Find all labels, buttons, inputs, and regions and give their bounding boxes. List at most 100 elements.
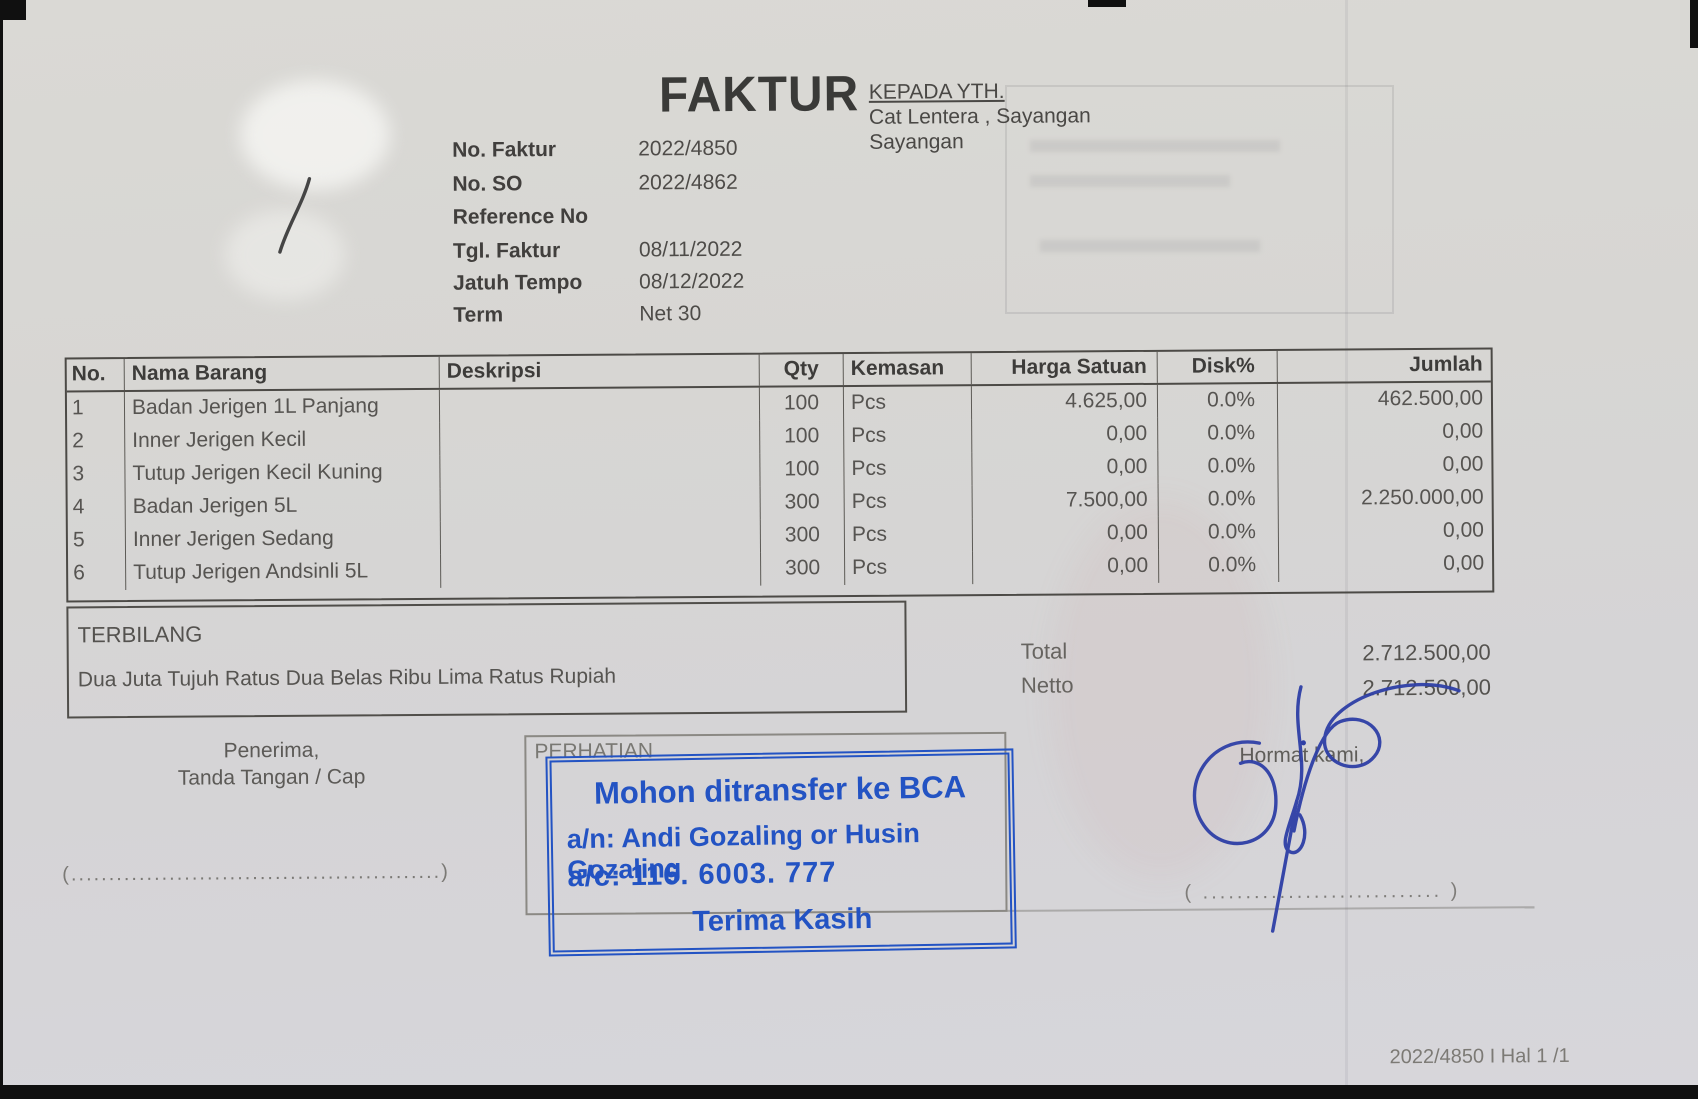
cell-deskripsi (440, 486, 761, 522)
col-harga-satuan: Harga Satuan (971, 351, 1158, 385)
cell-nama-barang: Badan Jerigen 1L Panjang (124, 389, 441, 426)
cell-kemasan: Pcs (844, 419, 973, 454)
receiver-sign-block: Penerima, Tanda Tangan / Cap (116, 736, 426, 792)
cell-deskripsi (440, 519, 762, 555)
recipient-line2: Sayangan (869, 130, 964, 154)
cell-no: 2 (67, 425, 126, 459)
meta-row-jatuh-tempo: Jatuh Tempo 08/12/2022 (453, 270, 744, 296)
scan-edge-bottom (0, 1085, 1698, 1099)
cell-jumlah: 0,00 (1442, 419, 1484, 443)
col-qty: Qty (759, 354, 844, 386)
items-table: No. Nama Barang Deskripsi Qty Kemasan Ha… (64, 347, 1495, 603)
field-label: Reference No (452, 204, 589, 229)
bleedthrough-text-smudge (1040, 240, 1260, 252)
field-label: No. Faktur (452, 138, 557, 162)
cell-qty: 100 (759, 387, 845, 421)
recipient-heading: KEPADA YTH. (868, 79, 1005, 104)
cell-disk: 0.0% (1158, 450, 1279, 484)
cell-deskripsi (440, 453, 761, 489)
cell-kemasan: Pcs (844, 485, 973, 520)
cell-no: 1 (66, 392, 126, 426)
cell-qty: 300 (760, 486, 845, 520)
cell-deskripsi (441, 552, 762, 588)
col-kemasan: Kemasan (843, 353, 972, 386)
meta-row-term: Term Net 30 (453, 302, 701, 328)
receiver-sign-placeholder: (.......................................… (62, 860, 450, 886)
cell-no: 3 (67, 458, 126, 492)
cell-harga-satuan: 4.625,00 (971, 384, 1159, 420)
cell-disk: 0.0% (1158, 417, 1279, 451)
meta-row-no-so: No. SO 2022/4862 (452, 171, 737, 197)
bank-transfer-stamp: Mohon ditransfer ke BCA a/n: Andi Gozali… (545, 748, 1017, 957)
cell-kemasan: Pcs (844, 452, 973, 487)
cell-disk: 0.0% (1159, 548, 1280, 583)
scan-edge-top-mark (1088, 0, 1126, 7)
cell-harga-satuan: 7.500,00 (972, 483, 1159, 519)
cell-kemasan: Pcs (845, 551, 974, 586)
terbilang-text: Dua Juta Tujuh Ratus Dua Belas Ribu Lima… (77, 664, 617, 692)
bleedthrough-form-outline (1005, 85, 1394, 314)
cell-harga-satuan: 0,00 (972, 516, 1160, 552)
field-label: No. SO (452, 172, 523, 196)
document-title: FAKTUR (658, 64, 860, 123)
cell-jumlah: 2.250.000,00 (1360, 485, 1484, 510)
cell-no: 4 (67, 491, 126, 525)
col-deskripsi: Deskripsi (439, 354, 760, 388)
cell-no: 6 (68, 557, 127, 591)
footer-page-info: 2022/4850 I Hal 1 /1 (1389, 1044, 1570, 1069)
meta-row-reference-no: Reference No (453, 204, 639, 229)
field-value: 08/11/2022 (638, 237, 743, 262)
bleedthrough-text-smudge (1030, 175, 1230, 187)
meta-row-no-faktur: No. Faktur 2022/4850 (452, 137, 737, 163)
cell-harga-satuan: 0,00 (972, 450, 1159, 486)
field-label: Term (453, 303, 504, 327)
scan-edge-top-right (1690, 0, 1698, 48)
cell-deskripsi (440, 420, 761, 456)
cell-qty: 100 (760, 453, 845, 487)
col-no: No. (66, 359, 125, 391)
scan-color-tint (1050, 500, 1270, 880)
cell-qty: 100 (760, 420, 845, 454)
terbilang-box: TERBILANG Dua Juta Tujuh Ratus Dua Belas… (66, 600, 908, 719)
cell-jumlah: 462.500,00 (1377, 386, 1484, 411)
cell-harga-satuan: 0,00 (973, 549, 1160, 585)
cell-kemasan: Pcs (844, 518, 974, 553)
paper-fold-line (1345, 0, 1348, 1099)
cell-disk: 0.0% (1158, 482, 1279, 517)
field-value: Net 30 (639, 302, 702, 326)
cell-nama-barang: Tutup Jerigen Andsinli 5L (126, 554, 442, 591)
cell-nama-barang: Tutup Jerigen Kecil Kuning (125, 455, 441, 492)
cell-harga-satuan: 0,00 (972, 417, 1159, 453)
cell-qty: 300 (760, 519, 846, 553)
recipient-block: KEPADA YTH. Cat Lentera , Sayangan Sayan… (869, 78, 1091, 155)
paper-crease-smudge (240, 80, 390, 190)
cell-jumlah: 0,00 (1443, 551, 1485, 575)
field-label: Tgl. Faktur (452, 239, 561, 263)
cell-jumlah: 0,00 (1442, 452, 1484, 476)
col-nama-barang: Nama Barang (124, 356, 440, 391)
staple-mark (278, 177, 312, 254)
recipient-line1: Cat Lentera , Sayangan (868, 104, 1091, 129)
col-jumlah: Jumlah (1409, 352, 1483, 377)
cell-nama-barang: Badan Jerigen 5L (125, 488, 441, 525)
signature-ink-dot (1300, 740, 1306, 746)
field-value: 08/12/2022 (639, 269, 745, 294)
cell-disk: 0.0% (1158, 515, 1280, 550)
field-value: 2022/4850 (638, 136, 738, 161)
field-label: Jatuh Tempo (453, 270, 583, 295)
col-disk: Disk% (1157, 351, 1278, 383)
meta-row-tgl-faktur: Tgl. Faktur 08/11/2022 (453, 238, 743, 264)
cell-nama-barang: Inner Jerigen Sedang (125, 521, 442, 558)
cell-kemasan: Pcs (843, 386, 973, 421)
cell-no: 5 (67, 524, 127, 558)
scan-edge-top-left (0, 0, 26, 20)
field-value: 2022/4862 (638, 170, 738, 195)
paper-crease-smudge (225, 210, 345, 300)
sender-sign-placeholder: ( ............................ ) (1184, 879, 1461, 904)
stamp-line4: Terima Kasih (692, 902, 873, 939)
terbilang-label: TERBILANG (77, 621, 203, 648)
cell-jumlah: 0,00 (1442, 518, 1484, 542)
receiver-line2: Tanda Tangan / Cap (177, 765, 366, 790)
netto-label: Netto (1020, 672, 1074, 698)
